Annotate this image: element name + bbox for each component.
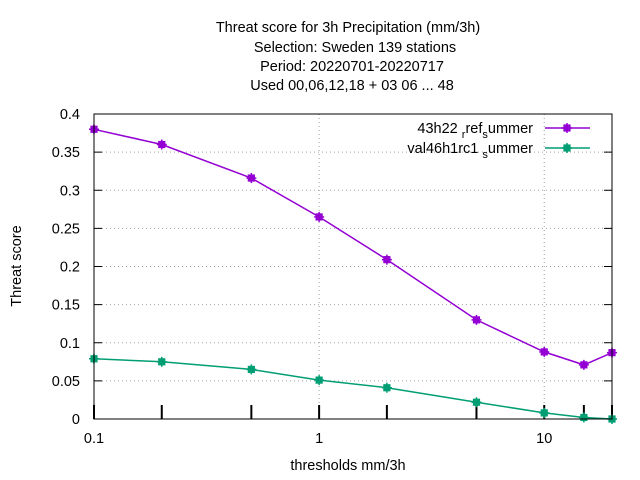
legend-marker: [562, 143, 572, 153]
series-line: [93, 358, 613, 420]
data-point: [156, 356, 167, 367]
data-point: [539, 407, 550, 418]
data-point: [471, 397, 482, 408]
y-tick-label: 0.3: [60, 183, 80, 199]
plot-border: [93, 113, 613, 420]
data-point: [314, 211, 325, 222]
data-point: [471, 314, 482, 325]
x-tick-labels: 0.1 1 10: [84, 431, 552, 447]
legend-sample-series-1: [545, 123, 590, 133]
data-point: [314, 375, 325, 386]
y-tick-labels: 0 0.05 0.1 0.15 0.2 0.25 0.3 0.35 0.4: [52, 107, 80, 428]
y-axis-label: Threat score: [9, 225, 25, 306]
data-point: [539, 346, 550, 357]
grid-lines: [94, 114, 612, 419]
data-point: [246, 173, 257, 184]
series-line: [93, 128, 613, 366]
series-2: [89, 353, 617, 424]
data-point: [246, 364, 257, 375]
series-1: [89, 124, 617, 370]
y-tick-label: 0.1: [60, 336, 80, 352]
y-tick-label: 0.25: [52, 221, 80, 237]
legend: 43h22 rrefsummer val46h1rc1 summer: [407, 121, 590, 161]
legend-label-series-1: 43h22 rrefsummer: [417, 121, 533, 141]
x-axis-label: thresholds mm/3h: [290, 458, 405, 474]
legend-sample-series-2: [545, 143, 590, 153]
y-tick-label: 0: [72, 412, 80, 428]
title-line-2: Selection: Sweden 139 stations: [254, 40, 456, 56]
y-tick-label: 0.2: [60, 260, 80, 276]
data-point: [578, 359, 589, 370]
legend-label-series-2: val46h1rc1 summer: [407, 141, 533, 161]
data-point: [381, 382, 392, 393]
legend-marker: [562, 123, 572, 133]
x-tick-label: 0.1: [84, 431, 104, 447]
title-line-4: Used 00,06,12,18 + 03 06 ... 48: [250, 78, 454, 94]
x-tick-label: 10: [536, 431, 552, 447]
y-tick-label: 0.35: [52, 145, 80, 161]
axis-ticks: [93, 113, 613, 420]
y-tick-label: 0.05: [52, 374, 80, 390]
y-tick-label: 0.15: [52, 298, 80, 314]
data-series: [89, 124, 617, 424]
data-point: [578, 412, 589, 423]
y-tick-label: 0.4: [60, 107, 80, 123]
title-line-3: Period: 20220701-20220717: [260, 59, 444, 75]
chart-title: Threat score for 3h Precipitation (mm/3h…: [216, 20, 480, 94]
title-line-1: Threat score for 3h Precipitation (mm/3h…: [216, 20, 480, 36]
data-point: [156, 139, 167, 150]
x-tick-label: 1: [315, 431, 323, 447]
data-point: [381, 254, 392, 265]
